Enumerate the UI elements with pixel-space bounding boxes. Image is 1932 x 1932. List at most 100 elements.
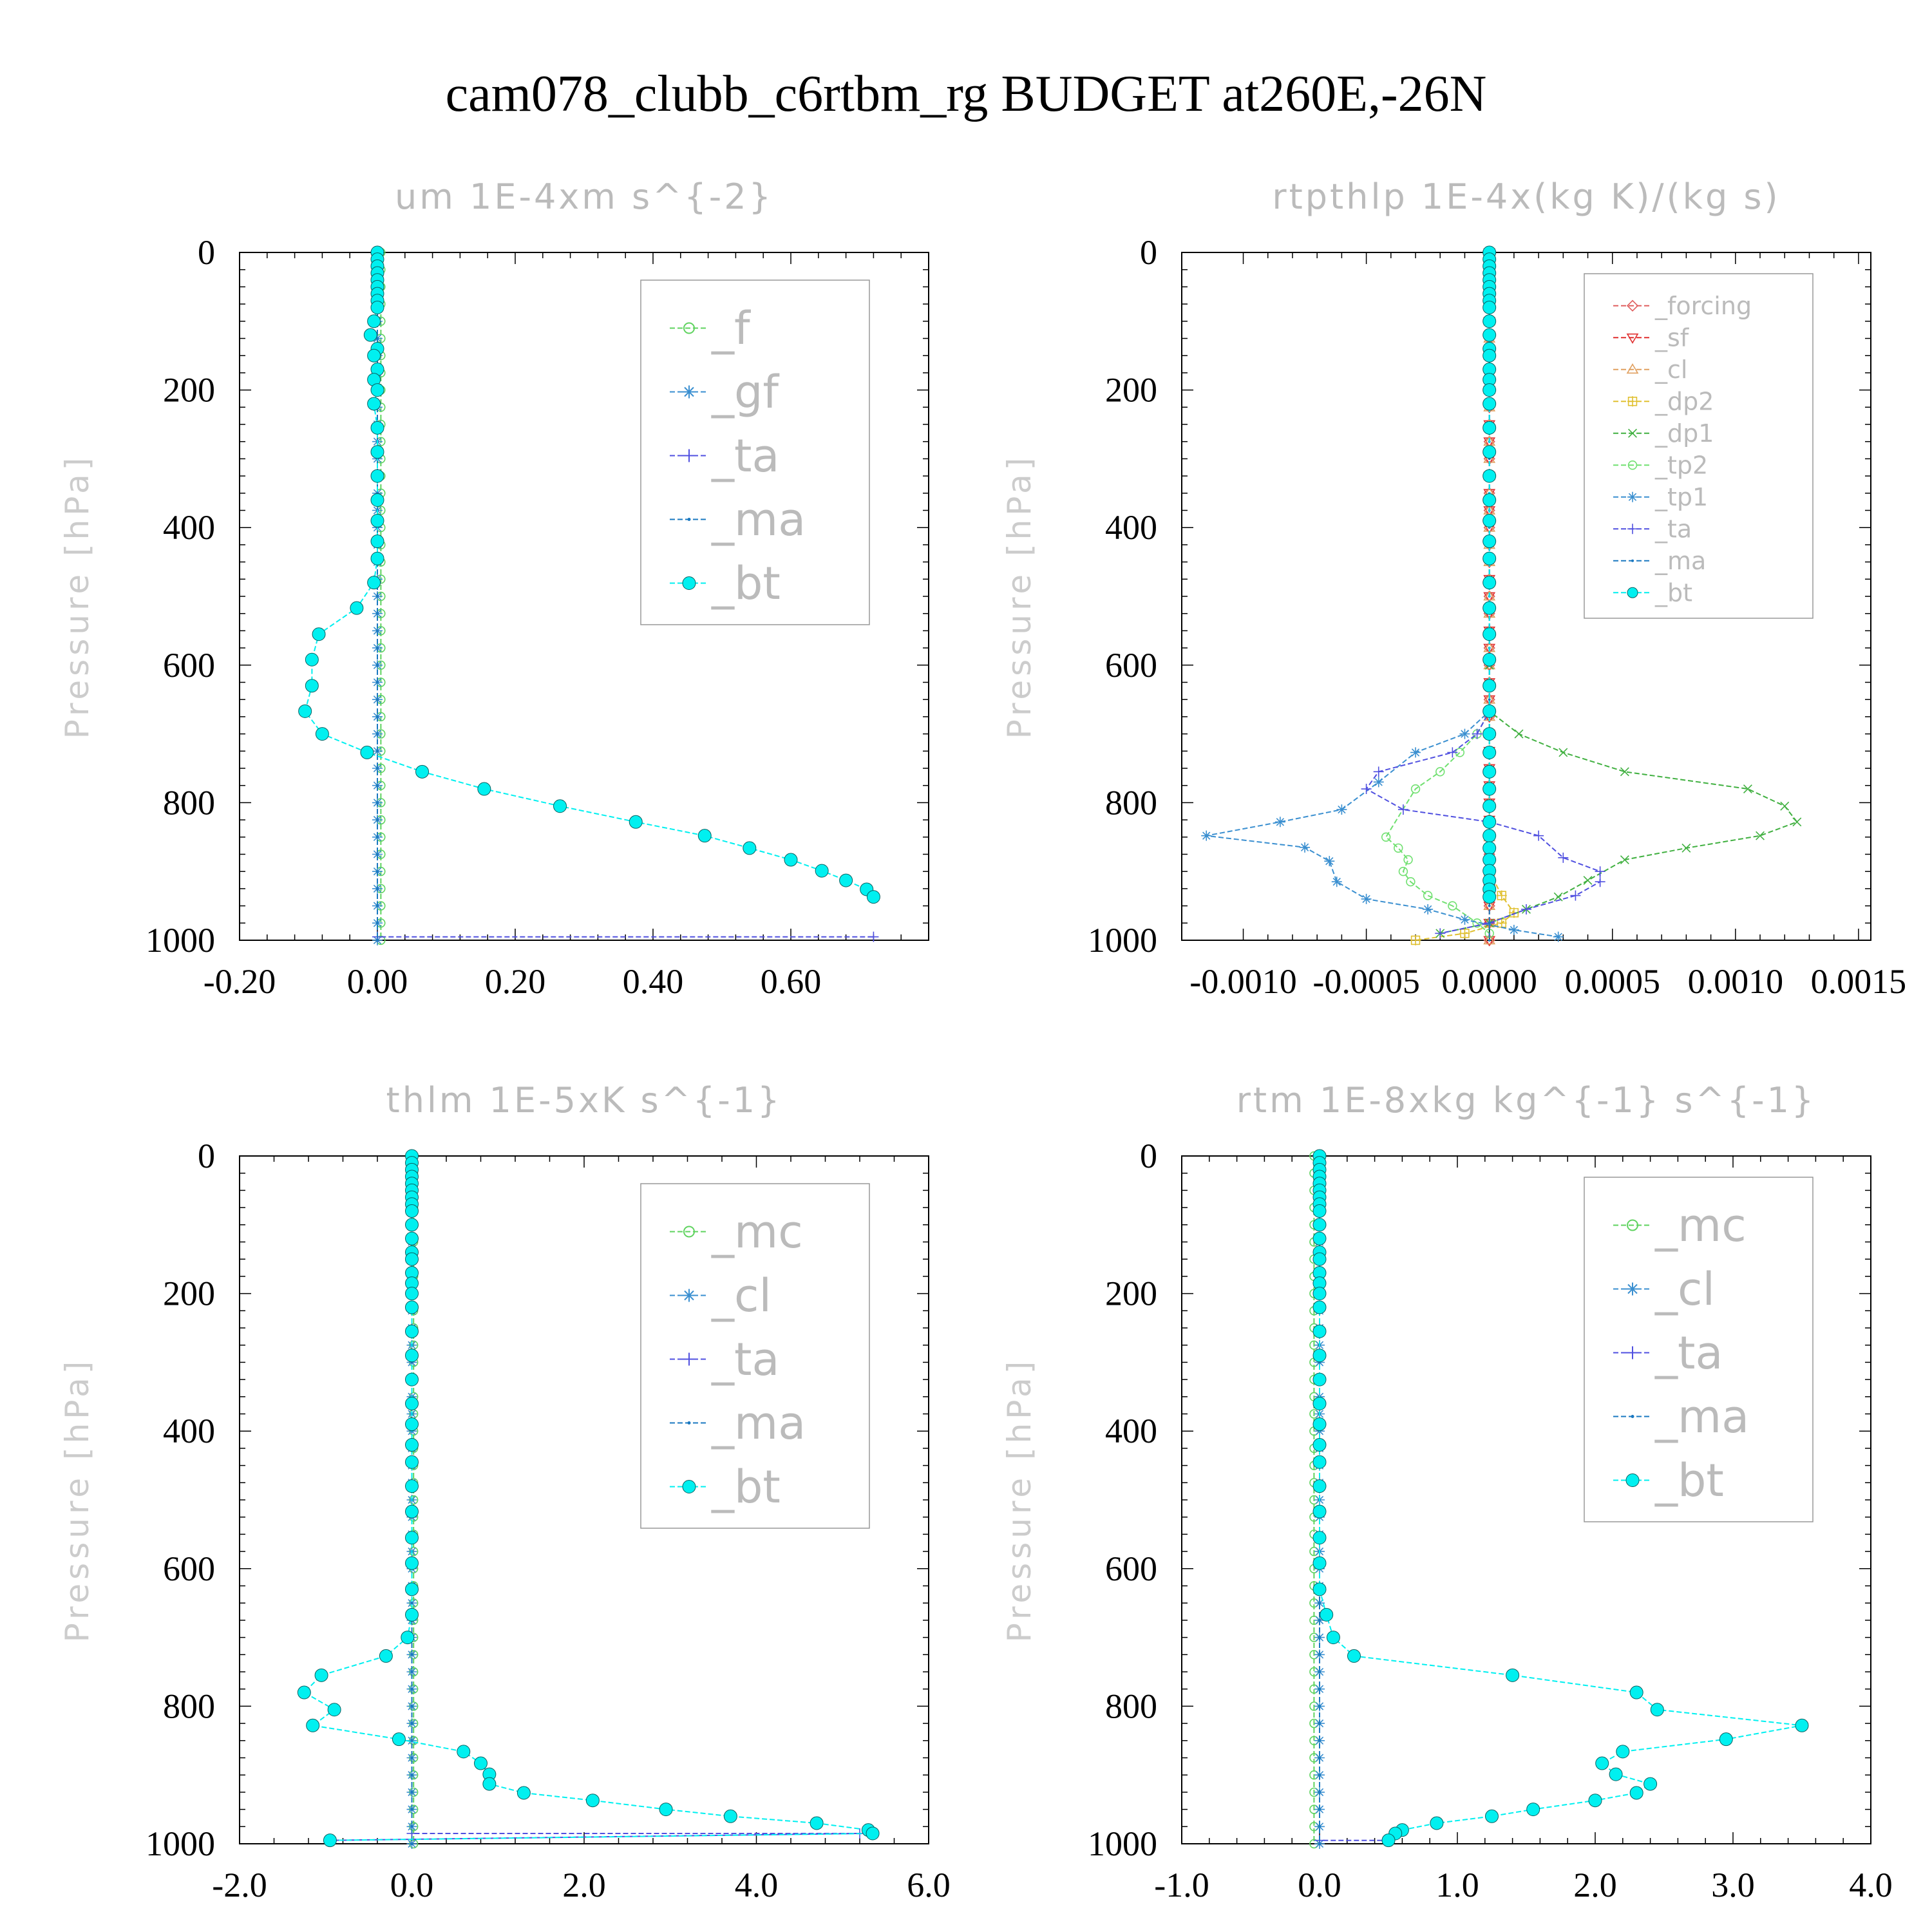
series-line [1415,252,1515,941]
data-point [1318,1602,1321,1605]
data-point [314,1668,328,1682]
data-point [376,663,379,667]
data-point [376,904,379,907]
data-point [1488,939,1491,942]
panel-2: rtpthlp 1E-4x(kg K)/(kg s) Pressure [hPa]… [1001,176,1906,1001]
data-point [1583,876,1593,886]
x-tick-label: -0.20 [204,962,276,1001]
data-point [315,727,329,741]
legend-label: _mc [711,1206,803,1258]
data-point [1526,1803,1540,1817]
data-point [405,1417,419,1432]
data-point [1459,728,1470,739]
y-axis-label: Pressure [hPa] [59,1358,96,1643]
data-point [1483,643,1496,654]
y-tick-label: 200 [163,1274,215,1313]
data-point [305,679,319,693]
data-point [1595,876,1605,887]
series-bt [1312,1149,1809,1848]
data-point [659,1803,673,1817]
legend-item-ma: _ma [1613,1390,1749,1443]
data-point [376,870,379,873]
data-point [410,1842,413,1845]
data-point [1482,576,1497,590]
data-point [1482,841,1497,855]
data-point [1558,748,1568,757]
data-point [410,1653,413,1656]
data-point [1318,1687,1321,1690]
data-point [410,1790,413,1794]
data-point [405,1438,419,1452]
data-point [1650,1703,1664,1717]
data-point [376,922,379,925]
data-point [1410,747,1421,758]
legend-marker [1626,333,1639,344]
data-point [405,1504,419,1519]
data-point [1312,1372,1327,1387]
data-point [327,1703,341,1717]
data-point [297,1685,311,1700]
data-point [410,1602,413,1605]
data-point [1406,877,1416,887]
data-point [1482,397,1497,411]
data-point [405,1204,419,1218]
data-point [410,1722,413,1725]
data-point [1482,799,1497,813]
data-point [305,652,319,667]
series-tp2 [1381,247,1494,938]
data-point [1482,745,1497,759]
data-point [1326,1631,1340,1645]
data-point [1331,876,1342,887]
y-tick-label: 200 [163,371,215,410]
data-point [1483,590,1496,601]
data-point [1361,784,1372,795]
data-point [1629,1685,1643,1700]
data-point [1312,1531,1327,1545]
series-line [1365,252,1601,934]
data-point [1472,728,1482,739]
data-point [1318,1653,1321,1656]
data-point [410,1739,413,1742]
data-point [1616,1745,1630,1759]
data-point [1482,551,1497,565]
data-point [1482,704,1497,718]
data-point [410,1671,413,1673]
series-line [1206,252,1558,938]
legend-label: _bt [711,1461,781,1513]
data-point [743,841,757,855]
data-point [370,383,384,397]
legend-marker [1625,1473,1640,1487]
legend-marker [1626,1282,1639,1296]
legend-marker [682,1480,696,1493]
data-point [1430,1816,1444,1830]
data-point [585,1794,600,1808]
legend-label: _tp2 [1654,451,1708,480]
legend-marker [1626,299,1639,312]
data-point [370,469,384,483]
data-point [1423,904,1434,914]
y-tick-label: 0 [198,233,215,272]
y-tick-label: 400 [1105,1412,1157,1450]
y-tick-label: 600 [1105,646,1157,685]
data-point [401,1631,415,1645]
data-point [1570,890,1581,901]
y-tick-label: 1000 [146,921,215,960]
legend-marker [683,385,696,399]
y-tick-label: 1000 [146,1824,215,1863]
data-point [1312,1231,1327,1245]
legend-label: _cl [1654,1263,1715,1316]
legend-marker [687,518,691,521]
legend-label: _f [711,302,751,355]
data-point [1320,1607,1334,1622]
data-point [1312,1287,1327,1301]
data-point [1488,904,1491,907]
data-point [1482,300,1497,314]
series-bt [1482,245,1497,904]
data-point [482,1777,497,1791]
legend-label: _dp1 [1654,419,1714,448]
data-point [370,421,384,435]
data-point [1558,852,1569,863]
legend: _f _gf _ta _ma _bt [640,279,870,625]
data-point [306,1718,320,1732]
